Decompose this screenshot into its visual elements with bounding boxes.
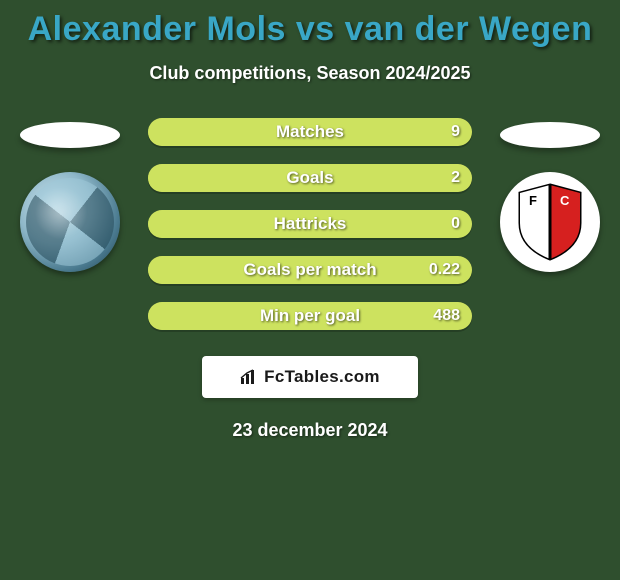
stat-value-right: 488: [433, 307, 460, 325]
stat-label: Goals per match: [243, 260, 376, 280]
attribution-text: FcTables.com: [264, 367, 380, 387]
stat-label: Goals: [286, 168, 333, 188]
stat-value-right: 9: [451, 123, 460, 141]
right-player-silhouette: [500, 122, 600, 148]
utrecht-shield-icon: F C: [514, 181, 586, 263]
content-row: Matches 9 Goals 2 Hattricks 0 Goals per match 0…: [0, 120, 620, 330]
stat-value-right: 0.22: [429, 261, 460, 279]
stat-bar: Goals 2: [148, 164, 472, 192]
footer-date: 23 december 2024: [0, 420, 620, 441]
right-club-logo: F C: [500, 172, 600, 272]
stat-bar: Hattricks 0: [148, 210, 472, 238]
infographic-canvas: Alexander Mols vs van der Wegen Club com…: [0, 0, 620, 580]
stat-value-right: 2: [451, 169, 460, 187]
left-player-column: [10, 120, 130, 272]
stat-value-right: 0: [451, 215, 460, 233]
stat-bar: Goals per match 0.22: [148, 256, 472, 284]
svg-text:F: F: [529, 193, 537, 208]
left-club-logo: [20, 172, 120, 272]
bar-chart-icon: [240, 369, 258, 385]
stat-bar: Min per goal 488: [148, 302, 472, 330]
stat-label: Hattricks: [274, 214, 347, 234]
left-player-silhouette: [20, 122, 120, 148]
svg-text:C: C: [560, 193, 570, 208]
stats-column: Matches 9 Goals 2 Hattricks 0 Goals per match 0…: [130, 118, 490, 330]
stat-bar: Matches 9: [148, 118, 472, 146]
attribution-badge: FcTables.com: [202, 356, 418, 398]
stat-label: Matches: [276, 122, 344, 142]
right-player-column: F C: [490, 120, 610, 272]
stat-label: Min per goal: [260, 306, 360, 326]
subtitle: Club competitions, Season 2024/2025: [0, 63, 620, 84]
page-title: Alexander Mols vs van der Wegen: [0, 0, 620, 49]
